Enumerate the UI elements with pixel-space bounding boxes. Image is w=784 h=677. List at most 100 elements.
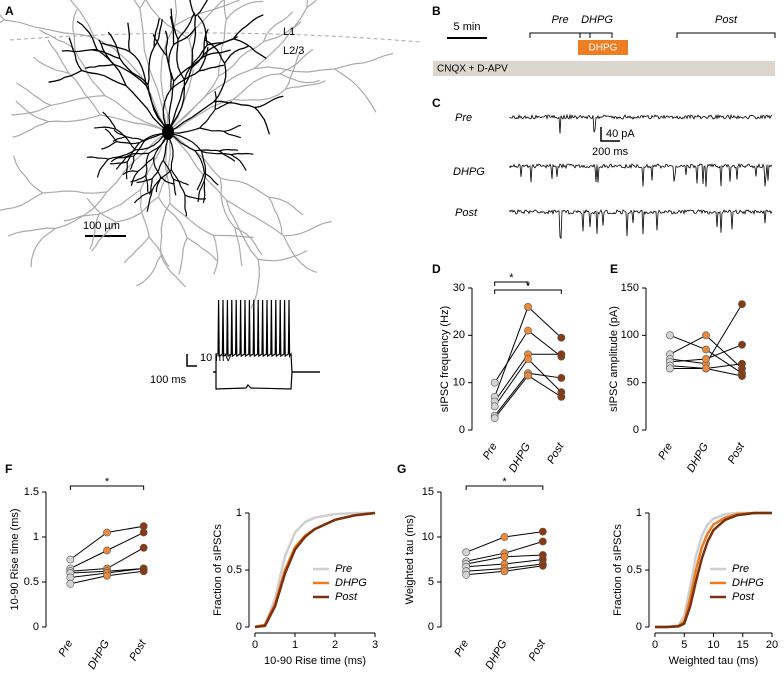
neurite: [86, 156, 109, 160]
voltage-trace: [213, 299, 320, 373]
neurite: [194, 149, 220, 152]
cell-point: [462, 548, 471, 557]
neurite: [7, 227, 56, 237]
layer-label: L1: [283, 26, 295, 38]
x-tick-label: Post: [545, 440, 567, 466]
neurite: [232, 14, 264, 40]
neurite: [108, 149, 136, 160]
neurite: [230, 154, 247, 171]
y-tick-label: 0.5: [24, 576, 39, 588]
neurite: [284, 50, 302, 90]
neurite: [98, 189, 141, 215]
neurite: [202, 49, 231, 58]
cell-point: [524, 326, 532, 335]
neurite: [115, 128, 136, 151]
neurite: [334, 68, 377, 113]
y-tick-label: 100: [621, 329, 639, 341]
neurite: [48, 114, 101, 123]
panel-label: D: [432, 262, 441, 276]
y-tick-label: 10: [453, 377, 465, 389]
cumulative-line: [655, 511, 772, 629]
neurite: [160, 176, 175, 185]
neurite: [218, 41, 264, 77]
neurite: [13, 155, 43, 194]
cell-point: [702, 345, 710, 354]
cell-point: [66, 555, 75, 564]
neurite: [126, 142, 140, 163]
neurite: [254, 95, 284, 109]
period-label: DHPG: [581, 14, 613, 26]
neurite: [126, 152, 149, 158]
neurite: [133, 190, 153, 204]
period-label: Pre: [551, 14, 568, 26]
y-tick-label: 1.5: [24, 486, 39, 498]
neurite: [173, 56, 204, 82]
neurite: [129, 156, 135, 170]
neurite: [126, 136, 145, 142]
neurite: [81, 69, 127, 87]
neurite: [167, 67, 193, 133]
period-bracket: [676, 32, 776, 38]
neurite: [283, 220, 332, 237]
soma: [162, 124, 174, 140]
neurite: [254, 66, 335, 73]
neurite: [96, 158, 109, 178]
neurite: [157, 131, 171, 198]
neurite: [176, 39, 185, 81]
neurite: [72, 9, 78, 50]
neurite: [139, 189, 150, 238]
x-tick-label: Post: [527, 637, 549, 663]
panel-label: A: [5, 4, 14, 18]
neurite: [104, 95, 169, 133]
neurite: [219, 148, 239, 152]
neurite: [130, 174, 147, 183]
y-axis-title: Fraction of sIPSCs: [212, 524, 224, 616]
y-tick-label: 20: [453, 329, 465, 341]
neurite: [197, 14, 209, 45]
neurite: [306, 0, 317, 9]
scale-bar: [186, 354, 197, 367]
y-tick-label: 1: [636, 507, 642, 519]
neurite: [167, 39, 194, 133]
neurite: [107, 31, 121, 59]
cell-point: [666, 331, 674, 340]
x-tick-label: 2: [332, 639, 338, 651]
cell-point: [139, 528, 148, 537]
y-tick-label: 0.5: [627, 564, 642, 576]
neurite: [146, 190, 153, 212]
neurite: [184, 194, 207, 200]
neurite: [153, 19, 163, 48]
neurite: [268, 196, 304, 216]
y-tick-label: 1: [33, 531, 39, 543]
neurite: [153, 18, 160, 47]
cell-point: [557, 333, 566, 342]
neurite: [136, 255, 162, 287]
drug-label: DHPG: [589, 43, 618, 54]
y-tick-label: 30: [453, 282, 465, 294]
y-tick-label: 0: [33, 621, 39, 633]
cell-point: [500, 567, 509, 576]
cell-point: [524, 355, 532, 363]
neurite: [39, 29, 76, 51]
y-tick-label: 1: [236, 507, 242, 519]
neurite: [253, 7, 308, 70]
x-tick-label: Pre: [452, 638, 471, 659]
neurite: [151, 159, 164, 180]
neurite: [168, 44, 175, 82]
neurite: [157, 196, 188, 239]
layer-border: [9, 32, 421, 43]
neurite: [69, 0, 96, 38]
neurite: [234, 226, 263, 256]
x-tick-label: 0: [252, 639, 258, 651]
cell-point: [103, 546, 111, 555]
neurite: [219, 150, 236, 162]
neurite: [76, 20, 98, 50]
neurite: [186, 237, 218, 262]
neurite: [250, 259, 260, 309]
neurite: [223, 0, 227, 20]
layer-label: L2/3: [283, 45, 304, 57]
scale-label: 100 ms: [150, 374, 187, 386]
panel-label: C: [432, 96, 441, 110]
y-axis-title: Weighted tau (ms): [404, 515, 416, 605]
neurite: [226, 199, 284, 237]
